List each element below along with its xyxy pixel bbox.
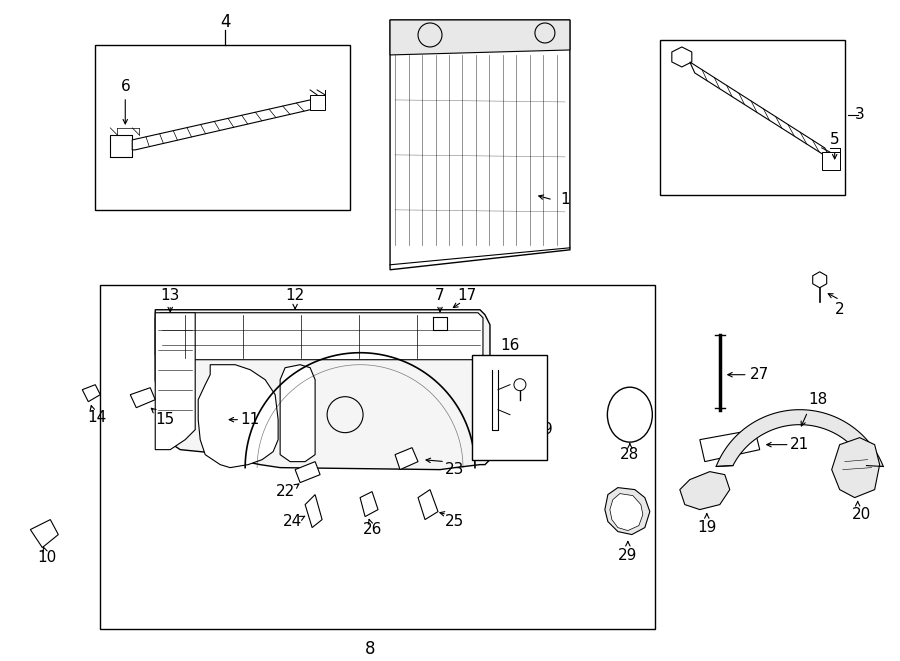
Text: 29: 29 [618, 548, 637, 563]
Polygon shape [130, 388, 155, 408]
Polygon shape [155, 310, 500, 469]
Polygon shape [605, 488, 650, 535]
Polygon shape [31, 520, 58, 547]
Polygon shape [390, 20, 570, 270]
Text: 10: 10 [38, 550, 57, 565]
Text: 23: 23 [446, 462, 464, 477]
Text: 7: 7 [436, 288, 445, 303]
Text: 12: 12 [285, 288, 305, 303]
Text: 27: 27 [750, 368, 770, 382]
Text: 24: 24 [283, 514, 302, 529]
Bar [660, 40, 845, 195]
Polygon shape [813, 272, 827, 288]
Text: 19: 19 [698, 520, 716, 535]
Polygon shape [610, 494, 643, 531]
Polygon shape [360, 492, 378, 517]
Polygon shape [689, 62, 832, 160]
Text: 17: 17 [457, 288, 477, 303]
Text: 1: 1 [560, 192, 570, 208]
Bar [310, 95, 325, 110]
Polygon shape [716, 410, 883, 467]
Text: 18: 18 [808, 392, 827, 407]
Polygon shape [671, 47, 692, 67]
Text: 25: 25 [446, 514, 464, 529]
Text: 14: 14 [87, 410, 107, 425]
Text: 6: 6 [121, 79, 130, 95]
Bar [472, 355, 547, 459]
Bar [111, 135, 132, 157]
Text: 16: 16 [500, 338, 519, 353]
Bar [95, 45, 350, 210]
Polygon shape [155, 313, 483, 360]
Polygon shape [295, 461, 320, 483]
Text: 28: 28 [620, 447, 640, 462]
Polygon shape [280, 365, 315, 461]
Polygon shape [155, 313, 195, 449]
Bar [100, 285, 655, 629]
Polygon shape [832, 438, 879, 498]
Text: 21: 21 [790, 437, 809, 452]
Text: 8: 8 [364, 641, 375, 658]
Polygon shape [305, 494, 322, 527]
Text: 5: 5 [830, 132, 840, 147]
Text: 15: 15 [156, 412, 175, 427]
Text: 4: 4 [220, 13, 230, 31]
Polygon shape [82, 385, 100, 402]
Text: 20: 20 [852, 507, 871, 522]
Text: 2: 2 [835, 302, 844, 317]
Text: 22: 22 [275, 484, 295, 499]
Text: 26: 26 [364, 522, 382, 537]
Text: 11: 11 [240, 412, 260, 427]
Polygon shape [680, 471, 730, 510]
Polygon shape [132, 100, 318, 150]
Bar [822, 152, 840, 170]
Polygon shape [418, 490, 438, 520]
Polygon shape [700, 430, 760, 461]
Text: 3: 3 [855, 107, 865, 122]
Polygon shape [198, 365, 278, 467]
Text: 9: 9 [543, 422, 553, 437]
Polygon shape [395, 447, 418, 469]
Text: 13: 13 [160, 288, 180, 303]
Polygon shape [390, 20, 570, 55]
